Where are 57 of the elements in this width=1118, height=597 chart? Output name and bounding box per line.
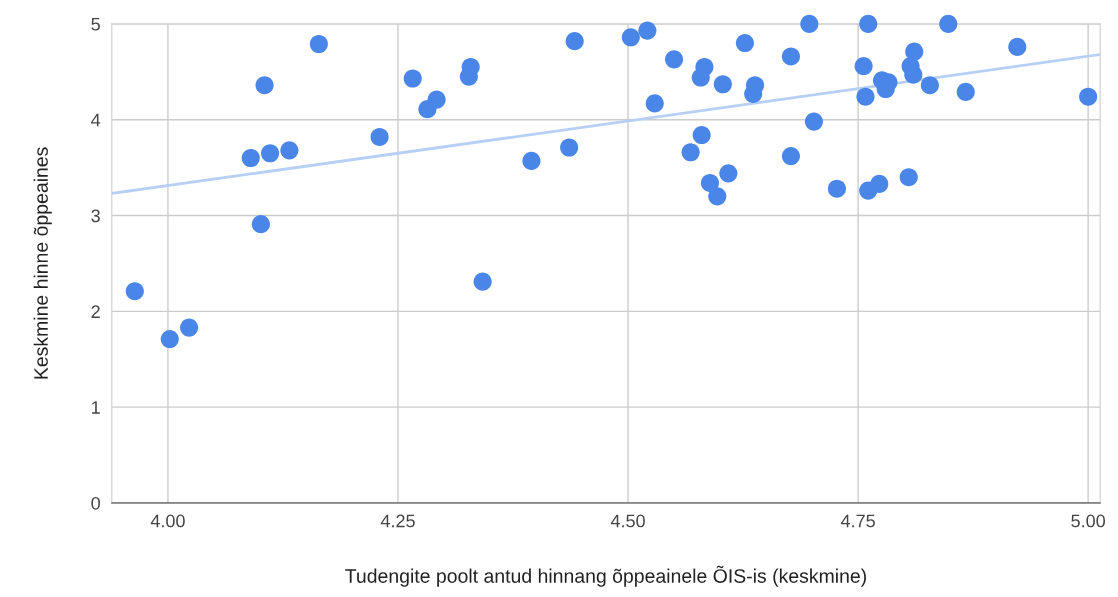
point: [691, 68, 710, 87]
y-tick-label: 3: [91, 209, 100, 223]
point: [370, 127, 389, 146]
point: [560, 138, 579, 157]
point: [781, 47, 800, 66]
point: [473, 272, 492, 291]
point: [125, 282, 144, 301]
point: [939, 14, 958, 33]
point: [904, 65, 923, 84]
point: [309, 34, 328, 54]
point: [854, 56, 873, 76]
point: [522, 151, 541, 170]
point: [427, 90, 446, 109]
point: [870, 174, 889, 193]
point: [956, 82, 975, 101]
point: [735, 33, 754, 53]
point: [160, 330, 179, 349]
point: [781, 147, 800, 166]
point: [280, 141, 299, 160]
point: [645, 94, 664, 113]
point: [827, 179, 846, 198]
point: [665, 50, 684, 69]
y-tick-label: 0: [91, 496, 100, 510]
point: [621, 28, 640, 47]
x-tick-label: 4.50: [610, 514, 645, 528]
point: [899, 168, 918, 187]
point: [1079, 87, 1098, 106]
point: [713, 75, 732, 94]
point: [180, 318, 199, 337]
point: [565, 32, 584, 51]
point: [800, 14, 819, 33]
point: [692, 125, 711, 145]
point: [700, 173, 719, 192]
point: [856, 87, 875, 106]
y-tick-label: 5: [91, 18, 100, 31]
point: [681, 143, 700, 162]
point: [403, 69, 422, 88]
point: [255, 76, 274, 95]
point: [804, 112, 823, 131]
point: [241, 148, 260, 168]
x-tick-label: 4.00: [150, 514, 185, 528]
y-tick-label: 4: [91, 113, 101, 127]
point: [708, 187, 727, 206]
point: [859, 14, 878, 33]
x-axis-title: Tudengite poolt antud hinnang õppeainele ÕIS-is (keskmine): [345, 565, 866, 587]
y-tick-label: 2: [91, 305, 100, 318]
point: [251, 215, 270, 234]
point: [638, 21, 657, 40]
point: [920, 76, 939, 95]
x-tick-label: 5.00: [1071, 514, 1106, 528]
point: [719, 164, 738, 183]
x-tick-label: 4.75: [840, 514, 875, 528]
y-axis-title: Keskmine hinne õppeaines: [33, 147, 52, 379]
y-tick-label: 1: [92, 401, 100, 414]
point: [1008, 37, 1027, 56]
x-tick-label: 4.25: [380, 514, 415, 528]
point: [261, 144, 280, 163]
